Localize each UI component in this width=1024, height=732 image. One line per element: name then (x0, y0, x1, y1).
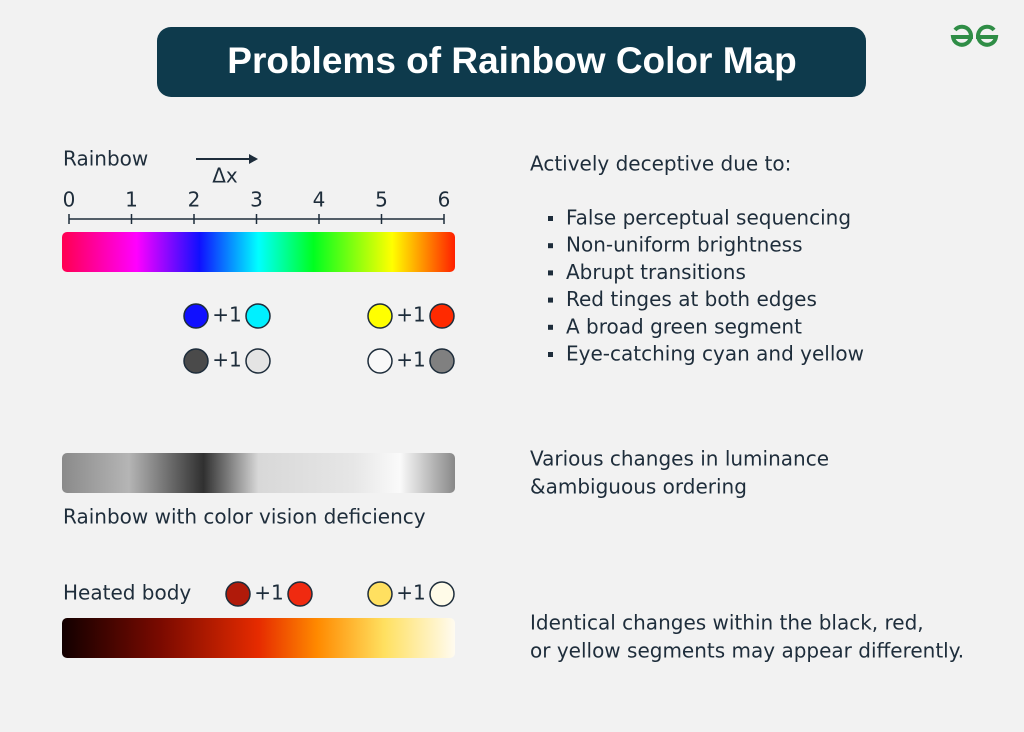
tick-label: 4 (313, 188, 326, 212)
tick-label: 1 (125, 188, 138, 212)
step-label: +1 (212, 348, 241, 372)
title-box (157, 27, 866, 97)
logo (950, 24, 999, 47)
swatch (183, 303, 209, 329)
bullet (548, 270, 553, 276)
swatch (183, 348, 209, 374)
swatch (245, 348, 271, 374)
rainbow-bar (62, 232, 455, 272)
note: Actively deceptive due to: (530, 152, 791, 176)
note: Various changes in luminance (530, 447, 829, 471)
bullet-text: Red tinges at both edges (566, 287, 817, 311)
bullet-text: A broad green segment (566, 314, 802, 338)
swatch (225, 581, 251, 607)
note: &ambiguous ordering (530, 475, 747, 499)
step-label: +1 (254, 581, 283, 605)
step-label: +1 (396, 303, 425, 327)
step-label: +1 (212, 303, 241, 327)
swatch (367, 581, 393, 607)
step-label: +1 (396, 581, 425, 605)
gray-bar (62, 453, 455, 493)
deficiency-label: Rainbow with color vision deficiency (63, 505, 426, 529)
heated-bar (62, 618, 455, 658)
bullet-text: False perceptual sequencing (566, 206, 851, 230)
delta-label: Δx (212, 164, 238, 188)
swatch (245, 303, 271, 329)
swatch (429, 581, 455, 607)
tick-label: 0 (63, 188, 76, 212)
tick-label: 6 (438, 188, 451, 212)
bullet-text: Non-uniform brightness (566, 233, 803, 257)
tick-label: 5 (375, 188, 388, 212)
swatch (429, 348, 455, 374)
swatch (287, 581, 313, 607)
bullet-text: Eye-catching cyan and yellow (566, 342, 864, 366)
rainbow-label: Rainbow (63, 147, 148, 171)
bullet (548, 324, 553, 330)
bullet (548, 216, 553, 221)
swatch (367, 303, 393, 329)
note: Identical changes within the black, red, (530, 611, 924, 635)
bullet (548, 352, 553, 357)
swatch (367, 348, 393, 374)
title: Problems of Rainbow Color Map (227, 40, 796, 81)
note: or yellow segments may appear differentl… (530, 639, 964, 663)
bullet (548, 297, 553, 303)
arrow-head (249, 154, 258, 164)
bullet-text: Abrupt transitions (566, 260, 746, 284)
tick-label: 3 (250, 188, 263, 212)
step-label: +1 (396, 348, 425, 372)
heated-label: Heated body (63, 581, 191, 605)
tick-label: 2 (188, 188, 201, 212)
swatch (429, 303, 455, 329)
bullet (548, 243, 553, 249)
